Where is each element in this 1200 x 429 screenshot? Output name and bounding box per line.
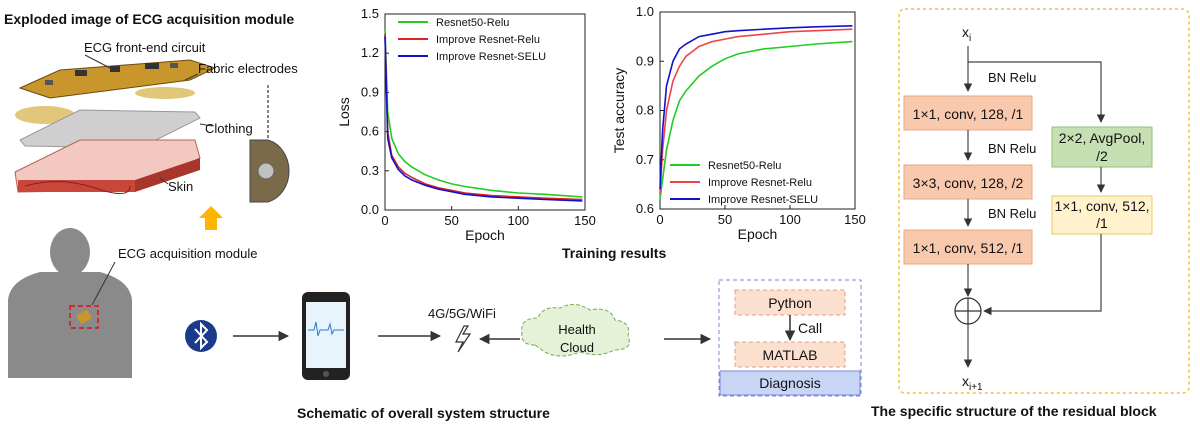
avgpool-label-2: /2 (1096, 148, 1108, 164)
conv3-label: 1×1, conv, 512, /1 (913, 240, 1024, 256)
bn-relu-3: BN Relu (988, 206, 1036, 221)
fabric-electrode-right (135, 87, 195, 99)
x-tick-label: 0 (381, 213, 388, 228)
accuracy-chart: 0 50 100 150 0.6 0.7 0.8 0.9 1.0 Epoch Test accura… (611, 4, 866, 242)
x-axis-label: Epoch (738, 226, 778, 242)
series-line-3 (384, 36, 583, 202)
conv1-label: 1×1, conv, 128, /1 (913, 106, 1024, 122)
avgpool-label-1: 2×2, AvgPool, (1059, 130, 1146, 146)
loss-chart: 0 50 100 150 0.0 0.3 0.6 0.9 1.2 1.5 Epoch Loss Resn… (336, 6, 596, 243)
plot-frame (384, 13, 586, 211)
x-tick-label: 150 (574, 213, 596, 228)
y-tick-label: 0.9 (636, 53, 654, 68)
cloud-label-1: Health (558, 322, 596, 337)
system-title: Schematic of overall system structure (297, 405, 550, 421)
conv3-box (903, 229, 1033, 265)
series-line-2 (659, 28, 853, 195)
skin-layer (14, 139, 201, 194)
y-tick-label: 0.3 (361, 163, 379, 178)
python-label: Python (768, 295, 812, 311)
front-end-circuit-board (18, 59, 217, 99)
skin-label: Skin (168, 179, 193, 194)
input-label: xi (962, 24, 971, 44)
up-arrow-icon (199, 206, 223, 230)
front-end-label: ECG front-end circuit (84, 40, 206, 55)
bn-relu-2: BN Relu (988, 141, 1036, 156)
y-tick-label: 0.0 (361, 202, 379, 217)
legend-label-2: Improve Resnet-Relu (708, 177, 812, 189)
smartphone-icon (302, 292, 350, 380)
y-axis-label: Loss (336, 97, 352, 127)
conv2-box (903, 164, 1033, 200)
series-line-1 (659, 40, 853, 200)
clothing-layer (19, 109, 201, 149)
residual-block-frame (898, 8, 1190, 394)
legend-label-2: Improve Resnet-Relu (436, 34, 540, 46)
y-axis-label: Test accuracy (611, 68, 627, 154)
y-tick-label: 0.8 (636, 103, 654, 118)
x-axis-label: Epoch (465, 227, 505, 243)
signal-icon (455, 325, 472, 353)
person-silhouette (8, 228, 132, 378)
x-tick-label: 50 (718, 212, 732, 227)
legend-label-1: Resnet50-Relu (436, 17, 509, 29)
y-tick-label: 1.2 (361, 45, 379, 60)
shortcut-conv-label-2: /1 (1096, 215, 1108, 231)
x-tick-label: 50 (444, 213, 458, 228)
x-tick-label: 100 (507, 213, 529, 228)
diagnosis-box (719, 370, 861, 396)
y-tick-label: 0.6 (361, 124, 379, 139)
matlab-box (734, 341, 846, 368)
series-line-3 (659, 25, 853, 190)
diagnosis-label: Diagnosis (759, 375, 820, 391)
module-label: ECG acquisition module (118, 246, 257, 261)
conv2-label: 3×3, conv, 128, /2 (913, 175, 1024, 191)
y-tick-label: 0.9 (361, 84, 379, 99)
shortcut-conv-box (1051, 195, 1153, 235)
avgpool-box (1051, 126, 1153, 168)
series-line-2 (384, 33, 583, 201)
add-node-icon (954, 297, 982, 325)
series-line-1 (384, 29, 583, 198)
python-box (734, 289, 846, 316)
cloud-label-2: Cloud (560, 340, 594, 355)
legend-label-3: Improve Resnet-SELU (436, 51, 546, 63)
output-label: xi+1 (962, 373, 983, 393)
y-tick-label: 1.5 (361, 6, 379, 21)
matlab-label: MATLAB (763, 347, 818, 363)
conv1-box (903, 95, 1033, 131)
training-title: Training results (562, 245, 666, 261)
clothing-label: Clothing (205, 121, 253, 136)
y-tick-label: 0.6 (636, 201, 654, 216)
exploded-title: Exploded image of ECG acquisition module (4, 11, 294, 27)
y-tick-label: 1.0 (636, 4, 654, 19)
call-label: Call (798, 320, 822, 336)
bn-relu-1: BN Relu (988, 70, 1036, 85)
residual-title: The specific structure of the residual b… (871, 403, 1157, 419)
bluetooth-icon (185, 320, 217, 352)
network-label: 4G/5G/WiFi (428, 306, 496, 321)
health-cloud-icon (521, 304, 630, 357)
electrodes-label: Fabric electrodes (198, 61, 298, 76)
x-tick-label: 0 (656, 212, 663, 227)
legend-label-1: Resnet50-Relu (708, 160, 781, 172)
x-tick-label: 100 (779, 212, 801, 227)
server-box (718, 279, 862, 397)
shortcut-conv-label-1: 1×1, conv, 512, (1054, 198, 1149, 214)
y-tick-label: 0.7 (636, 152, 654, 167)
legend-label-3: Improve Resnet-SELU (708, 194, 818, 206)
x-tick-label: 150 (844, 212, 866, 227)
